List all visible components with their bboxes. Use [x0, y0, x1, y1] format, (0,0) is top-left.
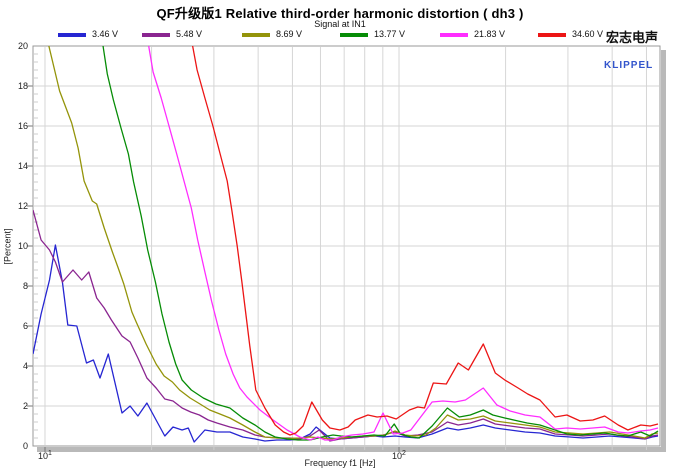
- legend-label: 34.60 V: [572, 29, 604, 39]
- series-line-3.46V: [33, 244, 659, 443]
- legend-swatch: [440, 33, 468, 37]
- series-line-21.83V: [148, 46, 659, 441]
- y-tick-label: 14: [17, 161, 28, 171]
- legend-label: 13.77 V: [374, 29, 406, 39]
- legend-swatch: [142, 33, 170, 37]
- y-tick-label: 10: [17, 241, 28, 251]
- y-tick-label: 4: [22, 361, 28, 371]
- y-tick-label: 16: [17, 121, 28, 131]
- x-tick-label: 101: [37, 450, 52, 461]
- x-tick-label: 102: [392, 450, 406, 461]
- y-tick-label: 6: [22, 321, 28, 331]
- y-tick-label: 8: [22, 281, 28, 291]
- legend-label: 5.48 V: [176, 29, 203, 39]
- series-line-34.60V: [191, 46, 659, 436]
- legend-label: 8.69 V: [276, 29, 303, 39]
- plot-border: [32, 45, 661, 447]
- y-tick-label: 2: [22, 401, 28, 411]
- legend-label: 3.46 V: [92, 29, 119, 39]
- chart-title: QF升级版1 Relative third-order harmonic dis…: [156, 6, 524, 21]
- chart-subtitle: Signal at IN1: [314, 19, 366, 29]
- legend-label: 21.83 V: [474, 29, 506, 39]
- legend-swatch: [340, 33, 368, 37]
- y-tick-label: 20: [17, 41, 28, 51]
- series-line-13.77V: [102, 46, 659, 441]
- klippel-logo: KLIPPEL: [604, 60, 654, 71]
- legend-swatch: [538, 33, 566, 37]
- plot-shadow-bottom: [37, 447, 665, 452]
- legend-swatch: [58, 33, 86, 37]
- company-text: 宏志电声: [605, 30, 658, 45]
- y-tick-label: 0: [22, 441, 28, 451]
- legend-swatch: [242, 33, 270, 37]
- x-axis-label: Frequency f1 [Hz]: [304, 458, 376, 468]
- y-tick-label: 12: [17, 201, 28, 211]
- plot-shadow-right: [661, 50, 666, 452]
- y-tick-label: 18: [17, 81, 28, 91]
